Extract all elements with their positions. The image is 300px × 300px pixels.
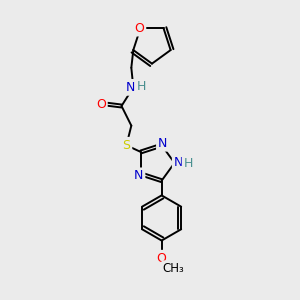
Text: N: N (126, 81, 135, 94)
Text: N: N (174, 156, 183, 170)
Text: H: H (184, 158, 193, 170)
Text: N: N (158, 137, 167, 150)
Text: O: O (134, 22, 144, 34)
Text: S: S (122, 139, 130, 152)
Text: O: O (96, 98, 106, 110)
Text: N: N (134, 169, 143, 182)
Text: CH₃: CH₃ (163, 262, 184, 275)
Text: H: H (136, 80, 146, 93)
Text: O: O (157, 252, 166, 265)
